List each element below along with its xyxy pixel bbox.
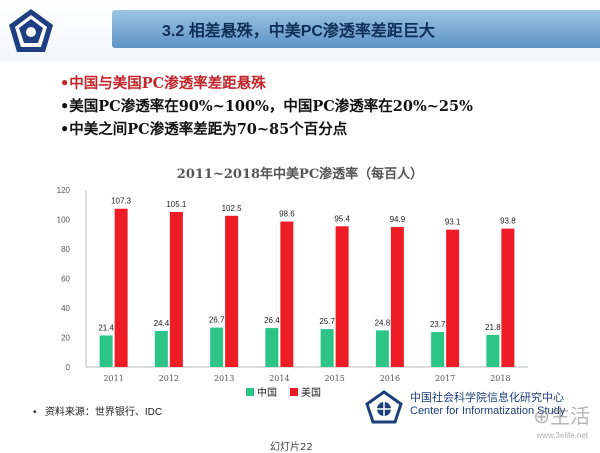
x-tick-label: 2014 [269,374,289,383]
y-tick-label: 100 [57,216,71,225]
legend-swatch [246,388,254,396]
cass-logo [0,0,62,62]
slide-number: 幻灯片22 [270,442,313,453]
legend-label: 美国 [301,386,321,399]
data-label: 21.8 [485,323,501,332]
bar-china [320,329,334,367]
data-label: 107.3 [111,197,132,206]
y-tick-label: 60 [61,275,70,284]
org-name-cn: 中国社会科学院信息化研究中心 [410,391,564,404]
source-note: • 资料来源：世界银行、IDC [33,403,162,418]
source-text: 资料来源：世界银行、IDC [44,407,163,418]
x-tick-label: 2017 [435,374,455,383]
data-label: 105.1 [166,200,187,209]
bullet-dot-icon: • [33,407,37,418]
data-label: 23.7 [430,320,446,329]
bar-china [210,327,224,367]
bullet-item: •中美之间PC渗透率差距为70~85个百分点 [60,121,348,138]
y-tick-label: 0 [66,363,71,372]
slide-header: 3.2 相差悬殊，中美PC渗透率差距巨大 [0,0,600,62]
y-tick-label: 120 [57,186,71,195]
x-tick-label: 2018 [490,374,510,383]
bullet-list: •中国与美国PC渗透率差距悬殊 •美国PC渗透率在90%~100%，中国PC渗透… [60,72,580,141]
chart-title: 2011~2018年中美PC渗透率（每百人） [176,167,424,182]
data-label: 26.7 [209,316,225,325]
bar-usa [335,226,349,367]
bar-usa [280,221,294,367]
x-tick-label: 2012 [159,374,179,383]
org-block: 中国社会科学院信息化研究中心 Center for Informatizatio… [364,387,594,427]
data-label: 93.8 [500,217,516,226]
pentagon-logo-icon [9,9,53,52]
legend-label: 中国 [257,386,277,399]
x-tick-label: 2011 [103,374,123,383]
org-name-en: Center for Informatization Study [410,405,566,417]
y-tick-label: 80 [61,245,70,254]
data-label: 21.4 [98,323,114,332]
bar-china [431,332,445,367]
y-tick-label: 20 [61,334,70,343]
data-label: 95.4 [334,214,350,223]
bar-usa [225,215,239,367]
bar-usa [446,229,460,367]
bar-usa [169,211,183,367]
title-bar: 3.2 相差悬殊，中美PC渗透率差距巨大 [112,10,600,48]
bar-china [486,334,500,367]
slide-title: 3.2 相差悬殊，中美PC渗透率差距巨大 [162,23,435,40]
y-tick-label: 40 [61,304,70,313]
legend-swatch [290,388,298,396]
x-tick-label: 2016 [380,374,400,383]
globe-logo-icon [365,390,403,424]
data-label: 24.8 [375,318,391,327]
watermark: ⊕生活 [533,404,590,428]
data-label: 24.4 [154,319,170,328]
data-label: 26.4 [264,316,280,325]
data-label: 25.7 [319,317,335,326]
bar-usa [501,228,515,367]
data-label: 98.6 [279,210,295,219]
bar-china [375,330,389,367]
x-tick-label: 2013 [214,374,234,383]
bar-usa [390,227,404,367]
bar-china [265,328,279,367]
bar-china [154,331,168,367]
x-tick-label: 2015 [324,374,344,383]
bullet-item: •美国PC渗透率在90%~100%，中国PC渗透率在20%~25% [60,98,473,115]
data-label: 102.5 [222,204,243,213]
bar-usa [114,208,128,367]
data-label: 93.1 [445,218,461,227]
bullet-item: •中国与美国PC渗透率差距悬殊 [60,75,266,92]
bar-china [99,335,113,367]
watermark-url: www.3elife.net [536,431,588,440]
data-label: 94.9 [390,215,406,224]
